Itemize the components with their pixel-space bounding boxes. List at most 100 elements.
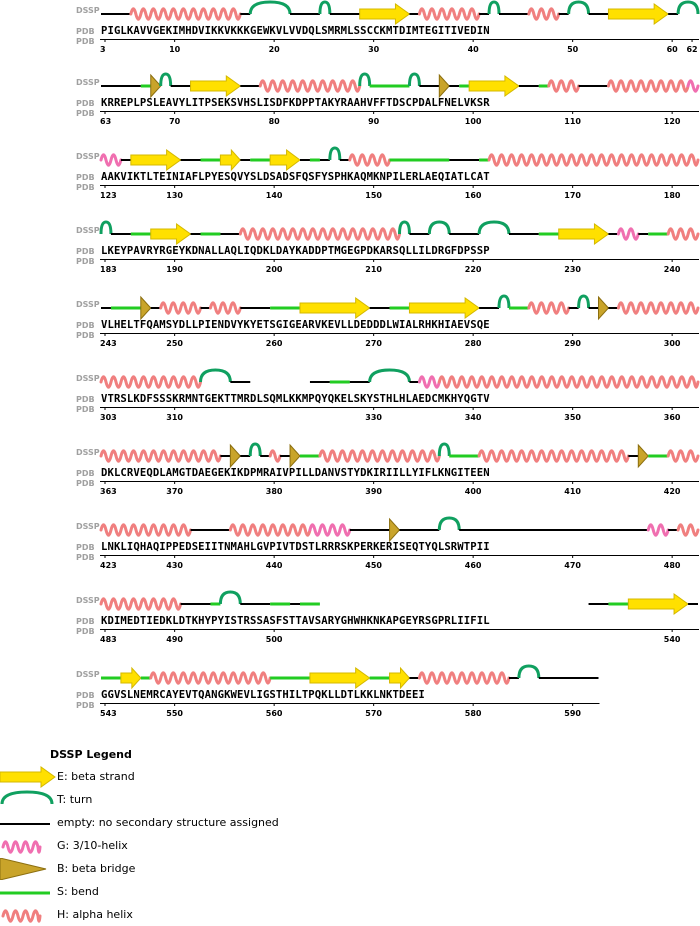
tick-label: 410 [564,487,581,496]
tick-label: 330 [365,413,382,422]
residue-sequence: LNKLIQHAQIPPEDSEIITNMAHLGVPIVTDSTLRRRSKP… [101,541,490,553]
pdb-sequence-label: PDB [76,173,95,182]
beta-bridge [389,517,401,543]
legend-item-three-ten-helix: G: 3/10-helix [0,835,400,857]
three-ten-helix [417,375,441,389]
beta-strand [607,3,670,25]
tick-label: 550 [166,709,183,718]
tick-label: 150 [365,191,382,200]
legend-item-coil-line: empty: no secondary structure assigned [0,812,400,834]
legend-symbol [0,766,56,788]
beta-strand [150,223,192,245]
alpha-helix [228,523,312,537]
tick-label: 540 [664,635,681,644]
beta-bridge [637,443,649,469]
dssp-legend: DSSP Legend E: beta strand T: turn empty: … [0,748,700,923]
sequence-row-5: DSSP PDB PDB VLHELTFQAMSYDLLPIENDVYKYETSGIG… [0,294,700,362]
beta-strand [190,75,242,97]
alpha-helix [258,79,362,93]
tick-label: 63 [100,117,111,126]
sequence-row-1: DSSP PDB PDB PIGLKAVVGEKIMHDVIKKVKKKGEWKVLV… [0,0,700,68]
beta-strand [0,766,56,788]
alpha-helix [616,301,700,315]
dssp-label: DSSP [76,300,100,309]
pdb-numbering-label: PDB [76,627,95,636]
tick-label: 100 [465,117,482,126]
dssp-label: DSSP [76,78,100,87]
pdb-numbering-label: PDB [76,109,95,118]
tick-label: 380 [266,487,283,496]
legend-symbol [0,823,50,825]
three-ten-helix [646,523,670,537]
turn [398,220,411,235]
residue-number-axis: 63 70 80 90 100 110 120 [100,111,699,126]
secondary-structure-track [99,368,700,389]
legend-item-beta-bridge: B: beta bridge [0,858,400,880]
beta-strand [299,297,371,319]
tick-label: 310 [166,413,183,422]
pdb-sequence-label: PDB [76,27,95,36]
tick-label: 560 [266,709,283,718]
tick-label: 280 [465,339,482,348]
pdb-sequence-label: PDB [76,247,95,256]
pdb-sequence-label: PDB [76,691,95,700]
legend-text: empty: no secondary structure assigned [57,816,279,829]
tick-label: 303 [100,413,117,422]
beta-strand [558,223,610,245]
residue-number-axis: 123 130 140 150 160 170 180 [100,185,699,200]
pdb-numbering-label: PDB [76,701,95,710]
tick-label: 30 [368,45,380,54]
beta-strand [627,593,689,615]
legend-text: T: turn [57,793,93,806]
alpha-helix [159,301,202,315]
tick-label: 590 [564,709,581,718]
alpha-helix [149,671,272,685]
beta-strand [269,149,301,171]
turn [199,368,232,383]
tick-label: 420 [664,487,681,496]
residue-sequence: AAKVIKTLTEINIAFLPYESQVYSLDSADSFQSFYSPHKA… [101,171,490,183]
beta-strand [359,3,411,25]
alpha-helix [547,79,581,93]
beta-bridge [229,443,241,469]
turn [159,72,173,87]
turn [437,516,461,531]
tick-label: 62 [686,45,697,54]
turn [407,72,421,87]
three-ten-helix [308,523,352,537]
alpha-helix [437,375,700,389]
residue-number-axis: 3 10 20 30 40 50 60 62 [100,39,699,54]
sequence-row-6: DSSP PDB PDB VTRSLKDFSSSKRMNTGEKTTMRDLSQMLK… [0,368,700,436]
turn [318,0,332,15]
tick-label: 390 [365,487,382,496]
tick-label: 110 [564,117,581,126]
residue-sequence: VLHELTFQAMSYDLLPIENDVYKYETSGIGEARVKEVLLD… [101,319,490,331]
sequence-row-8: DSSP PDB PDB LNKLIQHAQIPPEDSEIITNMAHLGVPIVT… [0,516,700,584]
tick-label: 440 [266,561,283,570]
alpha-helix [527,7,561,21]
legend-text: G: 3/10-helix [57,839,128,852]
tick-label: 500 [266,635,283,644]
alpha-helix [477,449,630,463]
tick-label: 580 [465,709,482,718]
turn [487,0,501,15]
secondary-structure-track [101,72,700,99]
legend-text: S: bend [57,885,99,898]
alpha-helix [238,227,401,241]
legend-symbol [1,840,42,854]
sequence-row-10: DSSP PDB PDB GGVSLNEMRCAYEVTQANGKWEVLIGSTHI… [0,664,700,732]
secondary-structure-track [101,664,599,690]
turn [99,220,113,235]
turn [517,664,541,679]
turn [676,0,700,15]
alpha-helix [99,523,193,537]
alpha-helix [666,227,700,241]
tick-label: 20 [269,45,281,54]
residue-sequence: DKLCRVEQDLAMGTDAEGEKIKDPMRAIVPILLDANVSTY… [101,467,490,479]
legend-text: H: alpha helix [57,908,133,921]
alpha-helix [348,153,392,167]
residue-sequence: GGVSLNEMRCAYEVTQANGKWEVLIGSTHILTPQKLLDTL… [101,689,425,701]
dssp-label: DSSP [76,596,100,605]
tick-label: 160 [465,191,482,200]
pdb-numbering-label: PDB [76,405,95,414]
